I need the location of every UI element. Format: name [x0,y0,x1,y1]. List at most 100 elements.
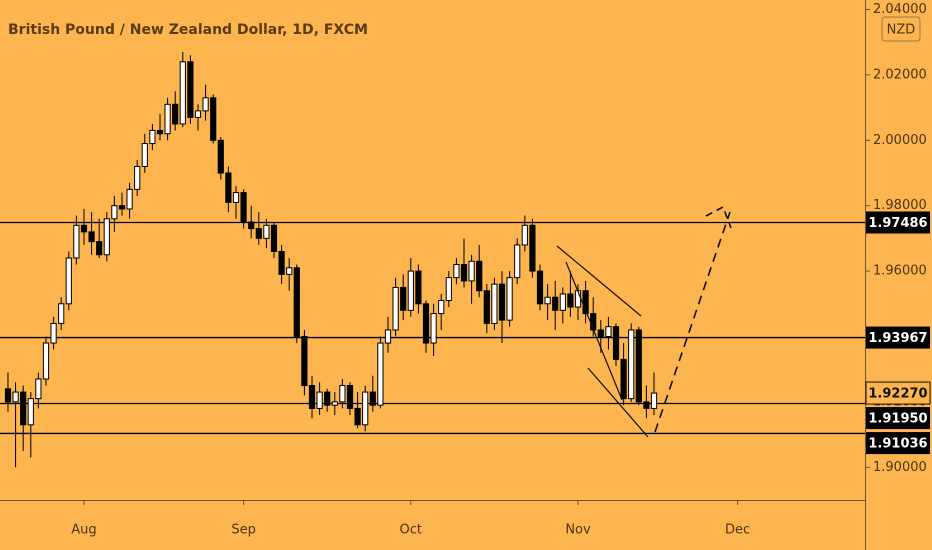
candle-body [263,224,270,239]
candle-body [620,358,627,400]
candle-body [50,322,57,344]
price-label-box [866,211,930,234]
candle-body [194,110,202,118]
drawings [556,205,732,438]
candle-body [597,329,604,337]
candle-body [529,224,536,272]
candle-body [430,313,437,344]
wedge-lower-line [587,367,649,438]
candle-body [202,97,209,112]
chart-title: British Pound / New Zealand Dollar, 1D, … [8,22,368,38]
candle-body [491,283,498,324]
projection-arrow [654,211,731,433]
y-tick-label: 2.04000 [873,2,927,17]
y-tick-label: 1.96000 [873,264,927,279]
candle-body [544,296,551,305]
arrow-head [705,205,732,229]
candle-body [134,165,141,190]
candle-body [369,391,376,406]
candle-body [415,270,422,305]
candle-body [354,407,361,426]
candle-body [605,326,612,337]
candle-body [286,267,293,275]
price-label: 1.91950 [868,412,927,427]
price-label: 1.92270 [868,387,927,402]
y-tick-label: 2.00000 [873,133,927,148]
candle-body [559,293,566,311]
candle-body [118,205,126,210]
candle-body [88,231,95,243]
currency-label: NZD [887,23,916,38]
candle-body [468,260,475,282]
candle-body [582,290,589,315]
candle-body [73,224,80,259]
candle-body [506,277,513,321]
candle-body [552,296,559,311]
candle-body [12,391,19,403]
y-tick-label: 1.90000 [873,460,927,475]
x-tick-label: Nov [565,523,591,538]
candle-body [210,97,217,141]
candle-body [483,290,490,324]
price-label-box [866,326,930,349]
price-label: 1.97486 [868,216,927,231]
candle-body [217,139,224,174]
candle-body [536,270,544,305]
y-tick-label: 2.02000 [873,67,927,82]
candle-body [346,385,354,409]
candle-body [96,241,103,256]
price-labels: 1.97486 1.93967 1.91950 1.91036 1.92270 [865,211,931,455]
candle-body [255,228,262,239]
candle-body [612,326,620,360]
candle-body [65,257,72,305]
x-tick-label: Oct [400,523,422,538]
currency-badge[interactable] [881,16,921,42]
candle-body [643,401,650,409]
candle-body [141,143,148,167]
price-label: 1.93967 [868,331,927,346]
candle-body [392,286,399,331]
candle-body [650,392,658,409]
candle-body [422,303,430,344]
candle-body [80,224,88,233]
price-label-box [866,407,930,430]
candle-body [331,401,338,406]
candle-body [179,61,186,125]
candle-body [324,391,331,406]
wedge-inner-line [565,261,623,401]
candle-body [20,391,27,426]
candle-body [362,391,369,426]
price-label-box [865,381,931,405]
candle-body [111,205,118,220]
y-tick-label: 1.98000 [873,198,927,213]
price-label: 1.91036 [868,437,927,452]
candle-body [4,388,12,403]
candle-body [293,267,300,337]
candle-body [498,283,506,321]
candle-body [301,335,308,387]
candle-body [567,293,574,308]
candle-body [103,218,110,256]
x-tick-label: Dec [725,523,750,538]
candle-body [460,264,468,282]
x-tick-label: Sep [231,523,256,538]
candle-body [172,103,179,125]
candle-body [164,103,171,135]
candle-body [126,188,133,210]
candle-body [521,224,528,246]
candle-body [400,286,407,311]
candle-body [339,385,346,403]
candle-body [42,342,50,380]
candle-body [58,303,65,324]
candle-body [384,329,392,344]
candle-body [445,277,452,302]
candle-body [225,172,232,203]
candle-body [187,61,194,118]
candle-body [635,329,642,403]
x-tick-label: Aug [71,523,96,538]
candle-body [407,270,414,311]
candle-body [453,264,460,279]
candle-body [232,192,240,203]
candle-body [248,221,255,230]
